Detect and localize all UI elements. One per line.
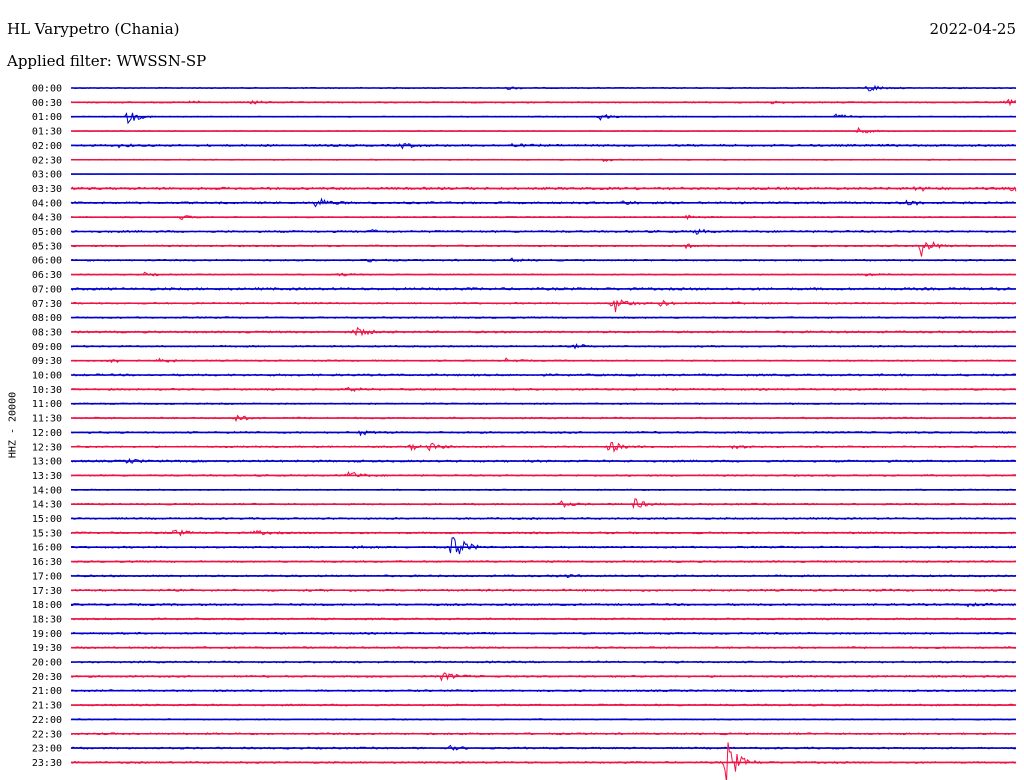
row-time-label: 21:00 bbox=[32, 686, 62, 697]
row-time-label: 02:00 bbox=[32, 141, 62, 152]
row-time-label: 10:30 bbox=[32, 385, 62, 396]
row-time-label: 09:00 bbox=[32, 342, 62, 353]
row-time-label: 21:30 bbox=[32, 701, 62, 712]
row-time-label: 06:30 bbox=[32, 270, 62, 281]
trace-line bbox=[70, 536, 1017, 555]
row-time-label: 08:00 bbox=[32, 313, 62, 324]
row-time-label: 02:30 bbox=[32, 155, 62, 166]
record-date: 2022-04-25 bbox=[929, 20, 1016, 38]
row-time-label: 22:30 bbox=[32, 729, 62, 740]
row-time-label: 23:00 bbox=[32, 744, 62, 755]
row-time-label: 15:30 bbox=[32, 528, 62, 539]
row-time-label: 04:30 bbox=[32, 213, 62, 224]
filter-label: Applied filter: WWSSN-SP bbox=[7, 52, 207, 70]
row-time-label: 08:30 bbox=[32, 327, 62, 338]
row-time-label: 05:30 bbox=[32, 241, 62, 252]
trace-line bbox=[70, 185, 1017, 192]
row-time-label: 04:00 bbox=[32, 198, 62, 209]
row-time-label: 19:30 bbox=[32, 643, 62, 654]
row-time-label: 12:00 bbox=[32, 428, 62, 439]
row-time-label: 18:00 bbox=[32, 600, 62, 611]
row-time-label: 15:00 bbox=[32, 514, 62, 525]
row-time-label: 14:00 bbox=[32, 485, 62, 496]
row-time-label: 17:00 bbox=[32, 571, 62, 582]
row-time-label: 19:00 bbox=[32, 629, 62, 640]
row-time-label: 23:30 bbox=[32, 758, 62, 769]
row-time-label: 13:00 bbox=[32, 457, 62, 468]
row-time-label: 07:30 bbox=[32, 299, 62, 310]
trace-line bbox=[70, 241, 1017, 257]
row-time-label: 06:00 bbox=[32, 256, 62, 267]
station-title: HL Varypetro (Chania) bbox=[7, 20, 180, 38]
row-time-label: 16:00 bbox=[32, 543, 62, 554]
row-time-label: 20:30 bbox=[32, 672, 62, 683]
row-time-label: 03:00 bbox=[32, 170, 62, 181]
row-time-label: 11:30 bbox=[32, 414, 62, 425]
row-time-label: 12:30 bbox=[32, 442, 62, 453]
row-time-label: 01:30 bbox=[32, 127, 62, 138]
row-time-label: 17:30 bbox=[32, 586, 62, 597]
row-time-label: 03:30 bbox=[32, 184, 62, 195]
row-time-label: 22:00 bbox=[32, 715, 62, 726]
trace-line bbox=[71, 112, 1016, 125]
row-time-label: 18:30 bbox=[32, 614, 62, 625]
row-time-label: 10:00 bbox=[32, 371, 62, 382]
row-time-label: 11:00 bbox=[32, 399, 62, 410]
row-time-label: 16:30 bbox=[32, 557, 62, 568]
row-time-label: 05:00 bbox=[32, 227, 62, 238]
row-time-label: 09:30 bbox=[32, 356, 62, 367]
row-time-label: 07:00 bbox=[32, 284, 62, 295]
trace-line bbox=[70, 299, 1017, 313]
row-time-label: 01:00 bbox=[32, 112, 62, 123]
row-time-label: 14:30 bbox=[32, 500, 62, 511]
row-time-label: 20:00 bbox=[32, 658, 62, 669]
row-time-label: 13:30 bbox=[32, 471, 62, 482]
trace-line bbox=[71, 498, 1017, 510]
row-time-label: 00:00 bbox=[32, 84, 62, 95]
row-time-label: 00:30 bbox=[32, 98, 62, 109]
